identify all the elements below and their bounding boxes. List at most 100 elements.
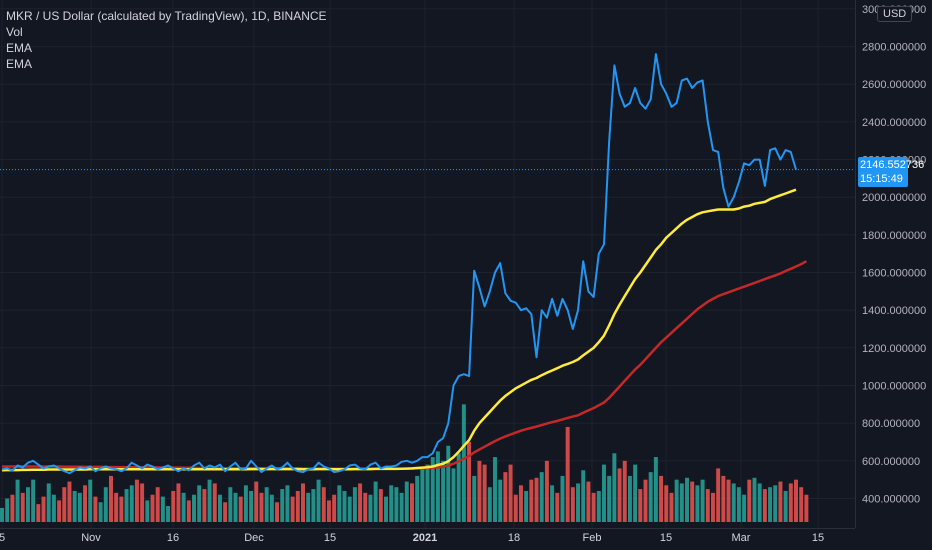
x-tick-label: 5 [0, 532, 5, 544]
volume-bar [326, 500, 331, 522]
volume-bar [57, 500, 62, 522]
volume-bar [352, 487, 357, 522]
legend-ema-2[interactable]: EMA [6, 57, 33, 71]
volume-bar [51, 494, 56, 522]
volume-bar [638, 489, 643, 522]
legend-vol[interactable]: Vol [6, 25, 23, 39]
y-tick-label: 2400.000000 [862, 117, 926, 129]
volume-bar [202, 489, 207, 522]
volume-bar [46, 483, 51, 522]
volume-bar [710, 492, 715, 522]
volume-bar [404, 481, 409, 522]
time-axis-divider [0, 528, 855, 529]
volume-bar [674, 479, 679, 522]
volume-bar [109, 475, 113, 522]
volume-bar [358, 483, 363, 522]
volume-bar [243, 485, 248, 522]
volume-bar [264, 487, 269, 522]
volume-bar [150, 494, 155, 522]
volume-bar [679, 483, 684, 522]
price-axis-divider [855, 0, 856, 528]
volume-bar [186, 500, 191, 522]
volume-bar [98, 502, 103, 522]
volume-bar [15, 479, 20, 522]
volume-bar [430, 457, 435, 522]
volume-bar [757, 483, 762, 522]
y-tick-label: 2600.000000 [862, 79, 926, 91]
volume-bar [477, 460, 482, 522]
x-tick-label: 18 [508, 532, 520, 544]
volume-bar [160, 496, 165, 522]
volume-bar [228, 487, 233, 522]
y-tick-label: 1000.000000 [862, 381, 926, 393]
volume-bar [77, 492, 82, 522]
volume-bar [280, 489, 285, 522]
volume-bar [415, 475, 420, 522]
volume-bar [716, 468, 721, 522]
y-tick-label: 800.000000 [862, 418, 920, 430]
volume-bar [67, 481, 72, 522]
volume-bar [295, 490, 300, 522]
volume-bar [269, 494, 274, 522]
volume-bar [373, 481, 378, 522]
volume-bar [503, 472, 508, 522]
volume-bar [591, 492, 596, 522]
volume-bar [378, 489, 383, 522]
volume-bar [794, 479, 798, 522]
bar-countdown: 15:15:49 [860, 173, 903, 185]
volume-bar [285, 485, 290, 522]
volume-bar [394, 487, 399, 522]
volume-bar [560, 475, 565, 522]
volume-bar [31, 479, 36, 522]
volume-bar [695, 485, 700, 522]
volume-bar [685, 477, 689, 522]
volume-bar [690, 481, 695, 522]
volume-bar [467, 442, 472, 522]
x-tick-label: Feb [583, 532, 602, 544]
volume-bar [783, 490, 788, 522]
x-tick-label: 15 [324, 532, 336, 544]
volume-bar [472, 475, 477, 522]
volume-bar [539, 472, 544, 522]
volume-bar [799, 487, 804, 522]
volume-bar [72, 490, 77, 522]
y-tick-label: 2000.000000 [862, 192, 926, 204]
volume-bar [804, 494, 809, 522]
volume-bar [768, 487, 773, 522]
volume-bar [607, 475, 612, 522]
volume-bar [586, 481, 591, 522]
volume-bar [493, 457, 497, 522]
price-line [1, 53, 797, 475]
volume-bar [788, 483, 793, 522]
volume-bar [233, 492, 238, 522]
volume-bar [197, 485, 202, 522]
volume-bar [384, 496, 389, 522]
volume-bar [518, 485, 523, 522]
volume-bar [316, 479, 321, 522]
y-tick-label: 400.000000 [862, 494, 920, 506]
volume-bar [778, 481, 783, 522]
currency-button[interactable]: USD [877, 6, 913, 22]
x-tick-label: 15 [812, 532, 824, 544]
volume-bar [529, 479, 534, 522]
time-axis-labels: 5 Nov 16 Dec 15 2021 18 Feb 15 Mar 15 [0, 532, 824, 544]
volume-bar [119, 496, 124, 522]
volume-bar [134, 479, 139, 522]
volume-bar [726, 479, 731, 522]
chart-lines [1, 53, 808, 475]
volume-bar [88, 479, 93, 522]
volume-bar [513, 494, 518, 522]
legend-ema-1[interactable]: EMA [6, 41, 33, 55]
volume-bar [550, 485, 555, 522]
volume-bar [249, 490, 254, 522]
volume-bar [5, 498, 10, 522]
volume-bar [114, 492, 119, 522]
volume-bar [145, 500, 150, 522]
volume-bar [534, 477, 539, 522]
symbol-title[interactable]: MKR / US Dollar (calculated by TradingVi… [6, 9, 327, 23]
volume-bar [207, 479, 212, 522]
volume-bar [622, 460, 627, 522]
volume-bar [721, 475, 726, 522]
y-tick-label: 600.000000 [862, 456, 920, 468]
